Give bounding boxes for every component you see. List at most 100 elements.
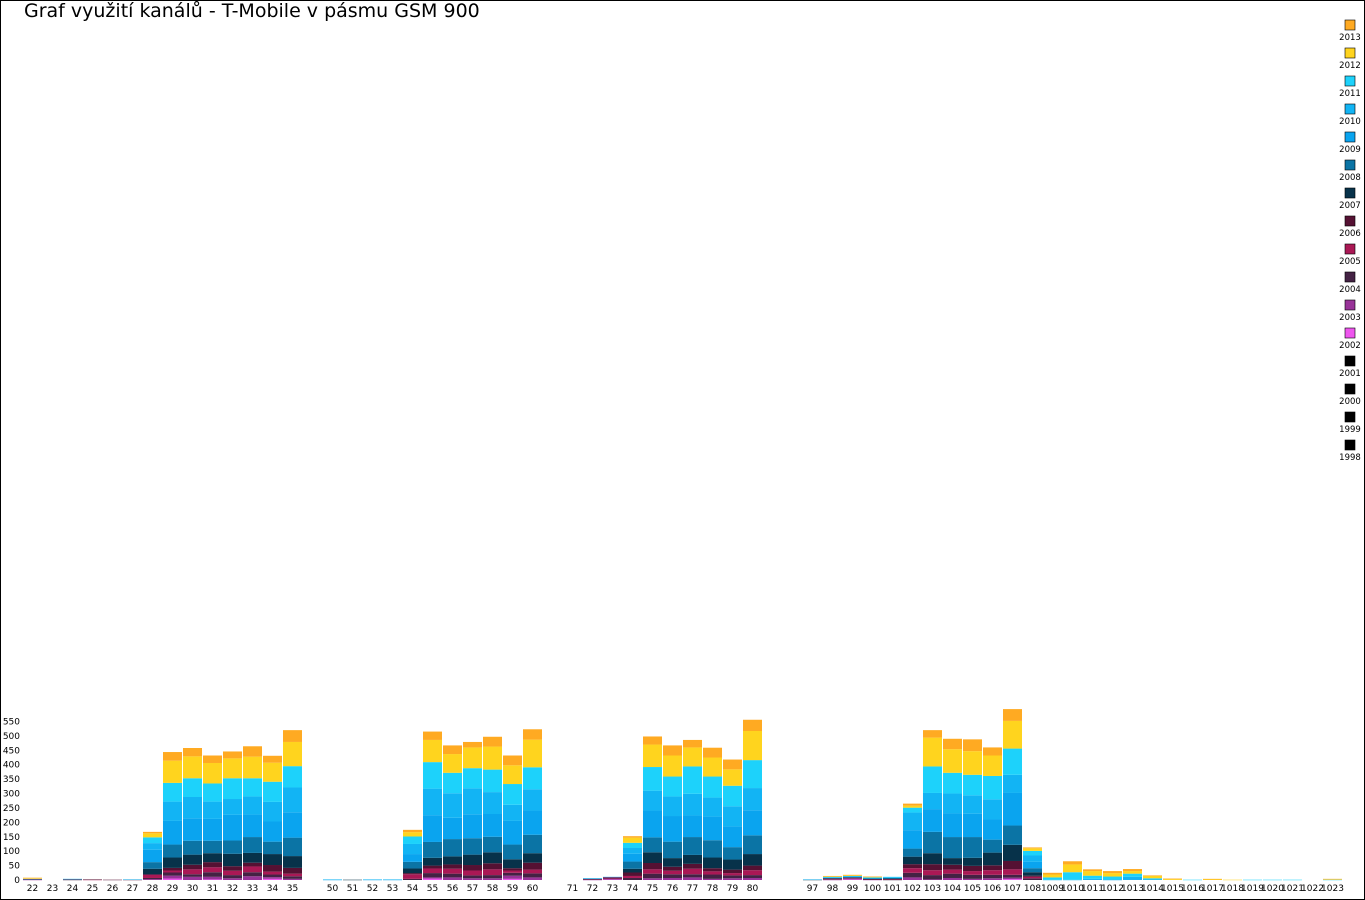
bar-segment-75-2004 xyxy=(643,873,662,879)
bar-segment-31-2007 xyxy=(203,853,222,863)
bar-segment-60-2003 xyxy=(523,877,542,880)
legend-label-2009: 2009 xyxy=(1339,145,1361,155)
bar-segment-60-2008 xyxy=(523,834,542,854)
bar-segment-98-2009 xyxy=(823,877,842,879)
bar-segment-74-2008 xyxy=(623,861,642,869)
bar-segment-32-2008 xyxy=(223,840,242,854)
bar-segment-72-2005 xyxy=(583,878,602,880)
bar-segment-56-2008 xyxy=(443,839,462,857)
bar-segment-79-2006 xyxy=(723,869,742,874)
bar-segment-24-2006 xyxy=(63,879,82,880)
bar-segment-34-2007 xyxy=(263,854,282,866)
x-tick-label: 28 xyxy=(147,884,159,894)
legend-swatch-2000 xyxy=(1344,383,1356,395)
bar-segment-102-2004 xyxy=(903,872,922,878)
bar-segment-59-2011 xyxy=(503,784,522,805)
bar-segment-75-2013 xyxy=(643,736,662,745)
bar-segment-79-2010 xyxy=(723,806,742,827)
bar-segment-102-2013 xyxy=(903,803,922,806)
bar-segment-78-2013 xyxy=(703,747,722,758)
bar-segment-29-2002 xyxy=(163,878,182,880)
bar-segment-106-2006 xyxy=(983,865,1002,871)
bar-segment-31-2003 xyxy=(203,876,222,880)
bar-segment-99-2008 xyxy=(843,877,862,878)
bar-segment-1017-2013 xyxy=(1203,878,1222,880)
x-tick-label: 100 xyxy=(864,884,881,894)
legend-swatch-2004 xyxy=(1344,271,1356,283)
bar-segment-104-2004 xyxy=(943,873,962,878)
bar-segment-33-2011 xyxy=(243,778,262,797)
x-tick-label: 97 xyxy=(807,884,818,894)
bar-segment-102-2011 xyxy=(903,807,922,813)
bar-segment-106-2009 xyxy=(983,819,1002,840)
bar-segment-59-2009 xyxy=(503,820,522,845)
bar-segment-76-2013 xyxy=(663,745,682,756)
bar-segment-102-2008 xyxy=(903,848,922,857)
legend-label-1999: 1999 xyxy=(1339,425,1361,435)
bar-segment-1009-2013 xyxy=(1043,872,1062,875)
bar-segment-1009-2012 xyxy=(1043,874,1062,878)
x-tick-label: 55 xyxy=(427,884,438,894)
bar-segment-104-2006 xyxy=(943,864,962,870)
bar-segment-1016-2011 xyxy=(1183,879,1202,881)
bar-segment-1023-2012 xyxy=(1323,879,1342,880)
bar-segment-79-2012 xyxy=(723,769,742,786)
bar-segment-75-2003 xyxy=(643,878,662,880)
legend-swatch-2009 xyxy=(1344,131,1356,143)
bar-segment-35-2012 xyxy=(283,741,302,767)
bar-segment-1018-2012 xyxy=(1223,879,1242,881)
bar-segment-1014-2013 xyxy=(1143,875,1162,876)
bar-segment-100-2005 xyxy=(863,879,882,880)
bar-segment-78-2009 xyxy=(703,816,722,841)
bar-segment-22-2005 xyxy=(23,879,42,880)
legend-label-2000: 2000 xyxy=(1339,397,1361,407)
x-tick-label: 26 xyxy=(107,884,119,894)
bar-segment-33-2004 xyxy=(243,872,262,877)
bar-segment-34-2009 xyxy=(263,821,282,842)
x-tick-label: 80 xyxy=(747,884,759,894)
bar-segment-105-2006 xyxy=(963,865,982,872)
bar-segment-107-2004 xyxy=(1003,874,1022,878)
bar-segment-108-2013 xyxy=(1023,847,1042,849)
bar-segment-31-2013 xyxy=(203,755,222,763)
bar-segment-28-2010 xyxy=(143,843,162,850)
bar-segment-32-2009 xyxy=(223,814,242,841)
bar-segment-102-2005 xyxy=(903,868,922,873)
bar-segment-107-2008 xyxy=(1003,825,1022,845)
bar-segment-75-2008 xyxy=(643,837,662,853)
legend-label-2006: 2006 xyxy=(1339,229,1361,239)
bar-segment-77-2008 xyxy=(683,837,702,855)
x-tick-label: 72 xyxy=(587,884,598,894)
bar-segment-73-2002 xyxy=(603,879,622,880)
x-tick-label: 32 xyxy=(227,884,238,894)
bar-segment-59-2013 xyxy=(503,755,522,766)
bar-segment-108-2006 xyxy=(1023,875,1042,877)
bar-segment-60-2010 xyxy=(523,789,542,811)
bar-segment-80-2005 xyxy=(743,870,762,876)
bar-segment-99-2011 xyxy=(843,875,862,877)
bar-segment-54-2007 xyxy=(403,868,422,874)
bar-segment-33-2005 xyxy=(243,866,262,873)
bar-segment-34-2012 xyxy=(263,762,282,782)
bar-segment-99-2004 xyxy=(843,878,862,879)
y-tick-label: 50 xyxy=(9,862,21,872)
bar-segment-1013-2010 xyxy=(1123,876,1142,880)
bar-segment-99-2013 xyxy=(843,874,862,876)
bar-segment-107-2009 xyxy=(1003,792,1022,826)
bar-segment-78-2003 xyxy=(703,878,722,880)
bar-segment-59-2005 xyxy=(503,870,522,873)
bar-segment-75-2007 xyxy=(643,852,662,863)
x-tick-label: 1009 xyxy=(1041,884,1064,894)
bar-segment-59-2008 xyxy=(503,844,522,860)
bar-segment-59-2006 xyxy=(503,868,522,871)
bar-segment-50-2009 xyxy=(323,879,342,881)
bar-segment-76-2010 xyxy=(663,796,682,817)
bar-segment-79-2003 xyxy=(723,878,742,880)
bar-segment-35-2005 xyxy=(283,873,302,877)
x-tick-label: 101 xyxy=(884,884,901,894)
bar-segment-33-2006 xyxy=(243,862,262,867)
bar-segment-108-2008 xyxy=(1023,868,1042,873)
bar-segment-97-2010 xyxy=(803,879,822,880)
bar-segment-73-2003 xyxy=(603,879,622,880)
bar-segment-54-2012 xyxy=(403,832,422,837)
